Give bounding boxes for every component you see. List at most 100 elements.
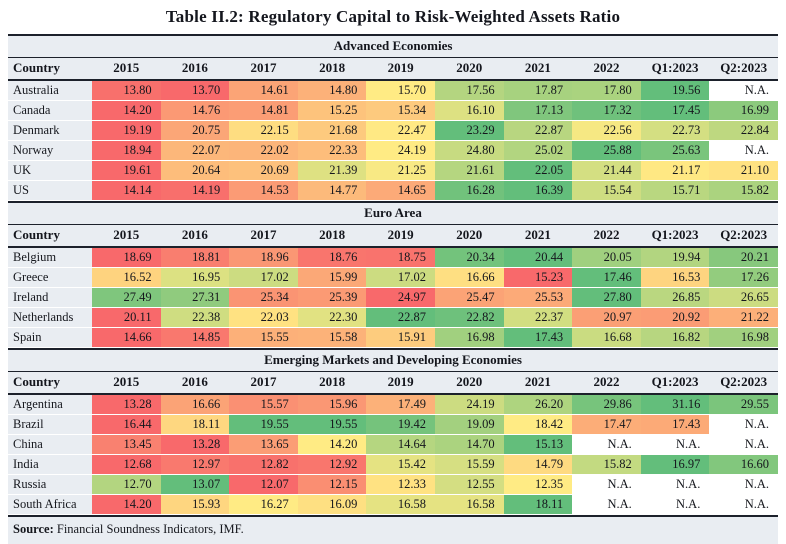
value-cell: 17.49	[366, 394, 435, 415]
table-row: South Africa 14.20 15.93 16.27 16.09 16.58 16.…	[8, 494, 778, 515]
value-cell: 24.80	[434, 140, 504, 161]
header-row: Country 2015 2016 2017 2018 2019 2020 2021 2022 Q…	[8, 225, 778, 248]
value-cell: 19.55	[297, 414, 367, 435]
value-cell: N.A.	[709, 140, 778, 161]
data-table: Country 2015 2016 2017 2018 2019 2020 2021 2022 Q…	[8, 372, 778, 515]
value-cell: N.A.	[640, 494, 710, 515]
table-row: Denmark 19.19 20.75 22.15 21.68 22.47 23.29 22.…	[8, 120, 778, 141]
country-column-header: Country	[8, 225, 92, 248]
country-cell: UK	[8, 160, 92, 181]
value-cell: 22.84	[709, 120, 778, 141]
table-row: China 13.45 13.28 13.65 14.20 14.64 14.70 15.13…	[8, 434, 778, 455]
value-cell: 22.47	[366, 120, 435, 141]
header-row: Country 2015 2016 2017 2018 2019 2020 2021 2022 Q…	[8, 372, 778, 395]
value-cell: N.A.	[709, 80, 778, 101]
value-cell: 19.55	[229, 414, 298, 435]
value-cell: 24.19	[366, 140, 435, 161]
value-cell: 18.96	[229, 247, 298, 268]
year-column-header: 2022	[572, 225, 641, 248]
value-cell: 29.55	[709, 394, 778, 415]
value-cell: 20.69	[229, 160, 298, 181]
value-cell: 14.66	[92, 327, 161, 348]
value-cell: 15.70	[366, 80, 435, 101]
value-cell: 17.87	[503, 80, 573, 101]
value-cell: 14.81	[229, 100, 298, 121]
table-row: Canada 14.20 14.76 14.81 15.25 15.34 16.10 17.1…	[8, 100, 778, 121]
value-cell: 20.92	[640, 307, 710, 328]
table-row: UK 19.61 20.64 20.69 21.39 21.25 21.61 22.05 21.…	[8, 160, 778, 181]
country-cell: Belgium	[8, 247, 92, 268]
country-cell: Australia	[8, 80, 92, 101]
table-row: Spain 14.66 14.85 15.55 15.58 15.91 16.98 17.43…	[8, 327, 778, 348]
data-table: Country 2015 2016 2017 2018 2019 2020 2021 2022 Q…	[8, 225, 778, 348]
value-cell: 12.55	[434, 474, 504, 495]
value-cell: 14.65	[366, 180, 435, 201]
value-cell: 15.99	[297, 267, 367, 288]
year-column-header: 2019	[366, 58, 435, 81]
year-column-header: Q1:2023	[640, 372, 710, 395]
header-row: Country 2015 2016 2017 2018 2019 2020 2021 2022 Q…	[8, 58, 778, 81]
value-cell: 14.19	[160, 180, 230, 201]
value-cell: 22.73	[640, 120, 710, 141]
data-table: Country 2015 2016 2017 2018 2019 2020 2021 2022 Q…	[8, 58, 778, 201]
value-cell: 13.28	[160, 434, 230, 455]
year-column-header: 2019	[366, 372, 435, 395]
value-cell: 12.07	[229, 474, 298, 495]
value-cell: 15.25	[297, 100, 367, 121]
year-column-header: 2020	[434, 58, 504, 81]
year-column-header: Q2:2023	[709, 58, 778, 81]
value-cell: 22.05	[503, 160, 573, 181]
value-cell: 16.52	[92, 267, 161, 288]
value-cell: 15.55	[229, 327, 298, 348]
value-cell: 25.34	[229, 287, 298, 308]
value-cell: 19.42	[366, 414, 435, 435]
country-cell: Russia	[8, 474, 92, 495]
year-column-header: 2021	[503, 225, 573, 248]
value-cell: 26.20	[503, 394, 573, 415]
value-cell: 20.34	[434, 247, 504, 268]
year-column-header: 2015	[92, 372, 161, 395]
year-column-header: 2015	[92, 58, 161, 81]
country-column-header: Country	[8, 58, 92, 81]
value-cell: 25.53	[503, 287, 573, 308]
year-column-header: Q2:2023	[709, 225, 778, 248]
value-cell: 12.70	[92, 474, 161, 495]
value-cell: 21.22	[709, 307, 778, 328]
value-cell: 15.58	[297, 327, 367, 348]
value-cell: 14.14	[92, 180, 161, 201]
value-cell: 22.87	[503, 120, 573, 141]
value-cell: 24.19	[434, 394, 504, 415]
value-cell: 15.82	[709, 180, 778, 201]
value-cell: 17.56	[434, 80, 504, 101]
source-label: Source:	[13, 522, 54, 536]
value-cell: 23.29	[434, 120, 504, 141]
value-cell: 18.11	[160, 414, 230, 435]
value-cell: 12.35	[503, 474, 573, 495]
year-column-header: 2022	[572, 58, 641, 81]
value-cell: 21.10	[709, 160, 778, 181]
country-cell: India	[8, 454, 92, 475]
value-cell: 21.44	[572, 160, 641, 181]
year-column-header: 2021	[503, 58, 573, 81]
source-text: Financial Soundness Indicators, IMF.	[53, 522, 244, 536]
value-cell: 15.59	[434, 454, 504, 475]
value-cell: 16.98	[709, 327, 778, 348]
country-cell: Greece	[8, 267, 92, 288]
value-cell: 13.28	[92, 394, 161, 415]
value-cell: 27.31	[160, 287, 230, 308]
value-cell: 14.20	[92, 494, 161, 515]
value-cell: 21.61	[434, 160, 504, 181]
value-cell: 12.68	[92, 454, 161, 475]
value-cell: 31.16	[640, 394, 710, 415]
value-cell: 22.30	[297, 307, 367, 328]
table-title: Table II.2: Regulatory Capital to Risk-W…	[165, 7, 621, 26]
value-cell: 17.43	[640, 414, 710, 435]
value-cell: 18.94	[92, 140, 161, 161]
value-cell: 21.17	[640, 160, 710, 181]
value-cell: 13.65	[229, 434, 298, 455]
value-cell: 25.39	[297, 287, 367, 308]
value-cell: 15.71	[640, 180, 710, 201]
value-cell: 16.66	[160, 394, 230, 415]
value-cell: 25.63	[640, 140, 710, 161]
value-cell: 15.82	[572, 454, 641, 475]
